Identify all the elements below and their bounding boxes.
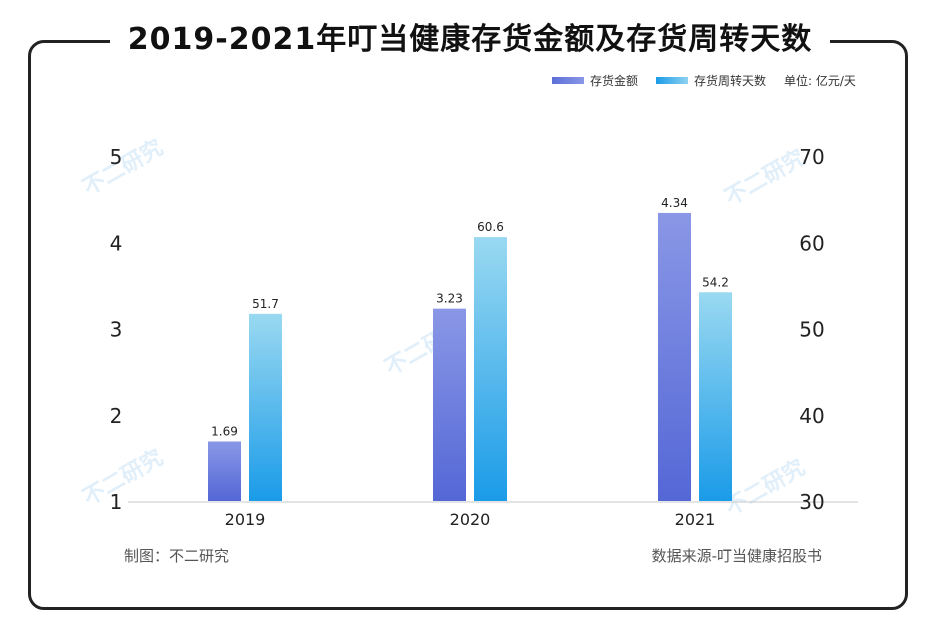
x-tick-label: 2020 xyxy=(450,510,491,529)
bar-inventory xyxy=(433,308,466,501)
data-label-inventory: 3.23 xyxy=(436,292,463,306)
legend-item-turnover: 存货周转天数 xyxy=(656,72,766,89)
data-label-inventory: 1.69 xyxy=(211,424,238,438)
bar-turnover xyxy=(699,292,732,501)
y-right-tick-label: 40 xyxy=(799,404,824,428)
legend-label-turnover: 存货周转天数 xyxy=(694,74,767,88)
y-left-tick-label: 1 xyxy=(110,490,123,514)
y-right-tick-label: 70 xyxy=(799,145,824,169)
bar-turnover xyxy=(249,313,282,501)
y-left-tick-label: 4 xyxy=(110,231,123,255)
legend-label-inventory: 存货金额 xyxy=(590,74,639,88)
bar-inventory xyxy=(208,441,241,501)
x-tick-label: 2019 xyxy=(225,510,266,529)
data-label-turnover: 54.2 xyxy=(702,275,729,289)
footer-credit: 制图：不二研究 xyxy=(124,547,230,565)
bar-turnover xyxy=(474,237,507,501)
data-label-turnover: 60.6 xyxy=(477,220,504,234)
y-left-tick-label: 3 xyxy=(110,318,123,342)
legend-unit: 单位: 亿元/天 xyxy=(784,72,856,89)
legend: 存货金额 存货周转天数 单位: 亿元/天 xyxy=(552,72,856,89)
chart-title: 2019-2021年叮当健康存货金额及存货周转天数 xyxy=(109,14,831,58)
y-left-tick-label: 2 xyxy=(110,404,123,428)
y-right-tick-label: 60 xyxy=(799,231,824,255)
chart-title-wrap: 2019-2021年叮当健康存货金额及存货周转天数 xyxy=(0,14,940,58)
y-left-tick-label: 5 xyxy=(110,145,123,169)
footer-source: 数据来源-叮当健康招股书 xyxy=(651,547,822,565)
legend-swatch-turnover xyxy=(656,77,689,84)
legend-item-inventory: 存货金额 xyxy=(552,72,638,89)
x-tick-label: 2021 xyxy=(675,510,716,529)
y-right-tick-label: 30 xyxy=(799,490,824,514)
data-label-inventory: 4.34 xyxy=(661,196,688,210)
legend-swatch-inventory xyxy=(552,77,584,84)
bar-inventory xyxy=(658,212,691,502)
unit-label: 单位: 亿元/天 xyxy=(784,74,856,88)
data-label-turnover: 51.7 xyxy=(252,297,279,311)
y-right-tick-label: 50 xyxy=(799,318,824,342)
